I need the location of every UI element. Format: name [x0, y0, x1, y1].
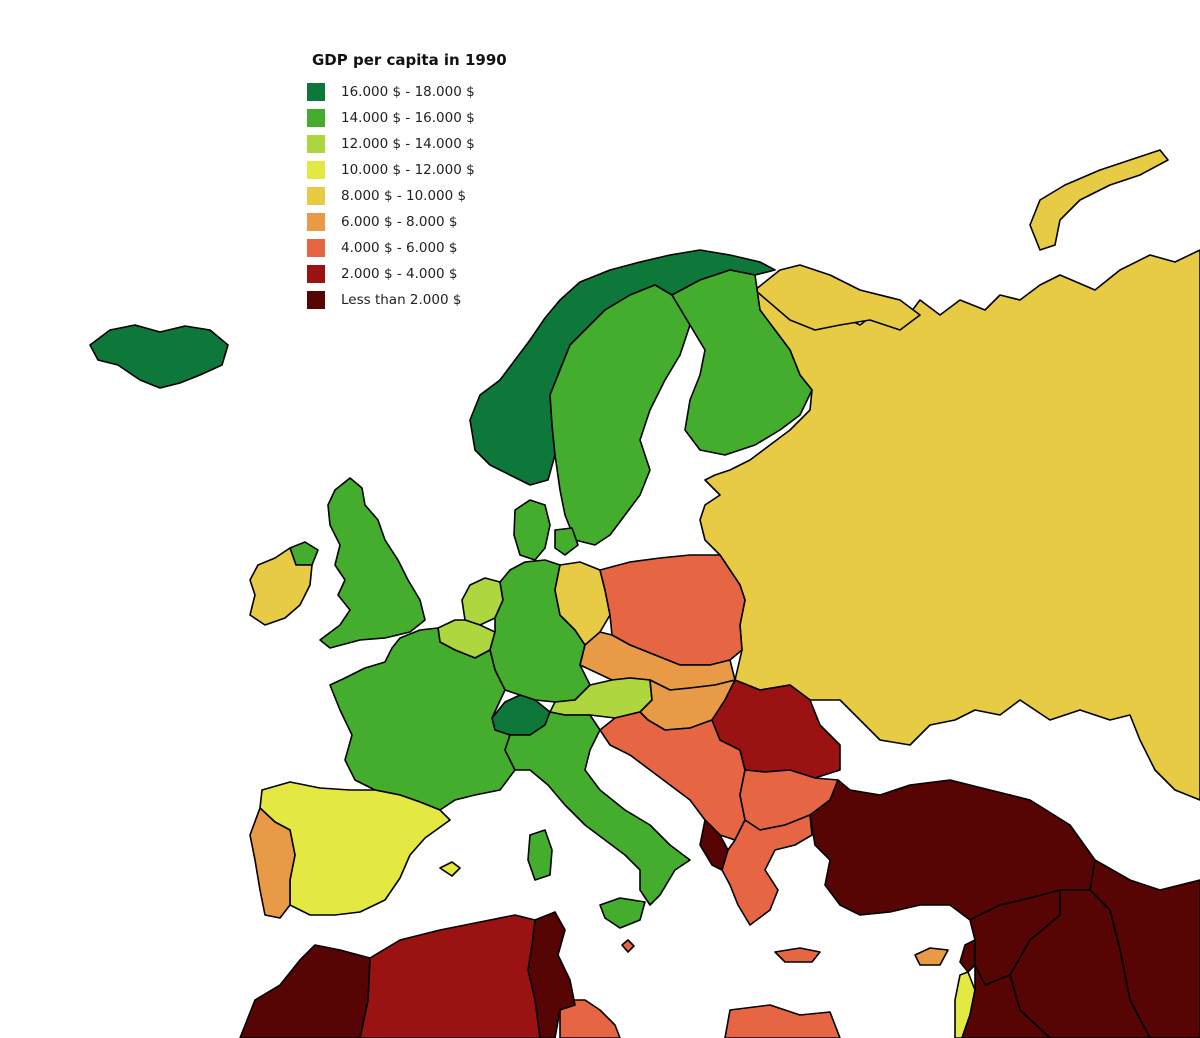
legend-item: 8.000 $ - 10.000 $ [307, 183, 567, 209]
legend-label: 16.000 $ - 18.000 $ [341, 84, 475, 100]
legend-label: 12.000 $ - 14.000 $ [341, 136, 475, 152]
region-greece [721, 814, 813, 926]
legend-swatch [307, 213, 325, 231]
region-romania [711, 679, 841, 779]
region-iceland [89, 324, 229, 389]
legend-label: 2.000 $ - 4.000 $ [341, 266, 458, 282]
legend-swatch [307, 161, 325, 179]
region-france [329, 627, 516, 811]
legend-item: 12.000 $ - 14.000 $ [307, 131, 567, 157]
region-balearic-islands [439, 861, 461, 877]
legend-item: Less than 2.000 $ [307, 287, 567, 313]
legend-label: 10.000 $ - 12.000 $ [341, 162, 475, 178]
legend-swatch [307, 135, 325, 153]
region-portugal [249, 807, 296, 919]
region-egypt [724, 1004, 841, 1038]
region-finland [671, 269, 813, 456]
region-italy [504, 711, 691, 906]
region-lebanon [959, 939, 976, 973]
legend-item: 4.000 $ - 6.000 $ [307, 235, 567, 261]
region-crete [774, 947, 821, 963]
legend-item: 16.000 $ - 18.000 $ [307, 79, 567, 105]
legend-label: 14.000 $ - 16.000 $ [341, 110, 475, 126]
legend-item: 14.000 $ - 16.000 $ [307, 105, 567, 131]
map-legend: GDP per capita in 1990 16.000 $ - 18.000… [307, 50, 567, 313]
region-malta [621, 939, 635, 953]
legend-swatch [307, 239, 325, 257]
legend-label: 6.000 $ - 8.000 $ [341, 214, 458, 230]
region-soviet-union [699, 249, 1200, 801]
region-jordan [961, 964, 1051, 1038]
region-morocco [239, 944, 371, 1038]
legend-item: 10.000 $ - 12.000 $ [307, 157, 567, 183]
legend-title: GDP per capita in 1990 [312, 51, 507, 69]
legend-label: Less than 2.000 $ [341, 292, 462, 308]
region-cyprus [914, 947, 949, 966]
legend-item: 2.000 $ - 4.000 $ [307, 261, 567, 287]
region-sicily [599, 897, 646, 929]
region-libya [559, 999, 621, 1038]
legend-label: 4.000 $ - 6.000 $ [341, 240, 458, 256]
legend-swatch [307, 265, 325, 283]
region-algeria [359, 914, 541, 1038]
legend-swatch [307, 187, 325, 205]
legend-swatch [307, 83, 325, 101]
legend-item: 6.000 $ - 8.000 $ [307, 209, 567, 235]
region-denmark-islands [554, 527, 579, 556]
legend-swatch [307, 291, 325, 309]
region-united-kingdom [319, 477, 426, 649]
legend-label: 8.000 $ - 10.000 $ [341, 188, 467, 204]
region-novaya-zemlya [1029, 149, 1169, 251]
region-soviet-union-north [754, 264, 921, 331]
legend-swatch [307, 109, 325, 127]
region-ireland [249, 547, 313, 626]
region-sardinia [527, 829, 553, 881]
region-denmark [513, 499, 551, 561]
